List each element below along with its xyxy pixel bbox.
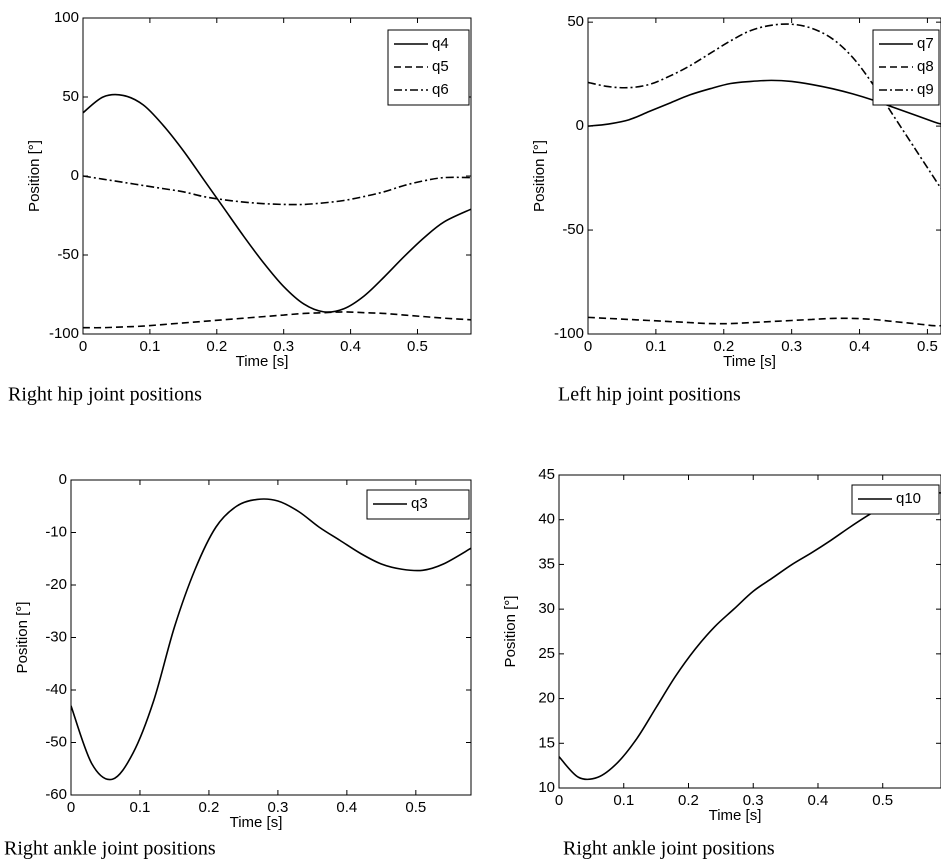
legend-label: q9 (917, 81, 934, 98)
plot-area (558, 474, 941, 789)
x-tick-label: 0.3 (781, 338, 802, 355)
plot-area (70, 479, 472, 796)
series-line (83, 311, 471, 329)
x-tick-label: 0.2 (206, 338, 227, 355)
x-tick-label: 0.4 (849, 338, 870, 355)
series-line (83, 175, 471, 206)
x-tick-label: 0.1 (613, 792, 634, 809)
y-tick-label: -100 (554, 325, 584, 342)
x-tick-label: 0.4 (340, 338, 361, 355)
y-tick-label: 30 (538, 600, 555, 617)
x-tick-label: 0.5 (405, 799, 426, 816)
y-tick-label: -50 (45, 733, 67, 750)
legend-label: q4 (432, 35, 449, 52)
x-tick-label: 0.3 (267, 799, 288, 816)
x-tick-label: 0 (67, 799, 75, 816)
legend-label: q5 (432, 58, 449, 75)
x-tick-label: 0.1 (130, 799, 151, 816)
y-tick-label: 50 (567, 13, 584, 30)
series-line (71, 498, 471, 781)
y-tick-label: -50 (562, 221, 584, 238)
x-tick-label: 0.2 (713, 338, 734, 355)
series-line (588, 316, 941, 327)
x-axis-label: Time [s] (709, 807, 762, 824)
y-tick-label: -40 (45, 681, 67, 698)
y-tick-label: 45 (538, 466, 555, 483)
x-tick-label: 0 (79, 338, 87, 355)
y-tick-label: 40 (538, 511, 555, 528)
legend-label: q10 (896, 490, 921, 507)
y-tick-label: 35 (538, 555, 555, 572)
y-tick-label: -10 (45, 523, 67, 540)
x-tick-label: 0.1 (139, 338, 160, 355)
y-tick-label: 0 (71, 167, 79, 184)
y-tick-label: -20 (45, 576, 67, 593)
y-tick-label: 0 (59, 471, 67, 488)
y-axis-label: Position [°] (531, 140, 548, 212)
legend-label: q3 (411, 495, 428, 512)
x-tick-label: 0.5 (407, 338, 428, 355)
legend-box (387, 29, 470, 106)
y-tick-label: 50 (62, 88, 79, 105)
x-tick-label: 0.3 (273, 338, 294, 355)
x-tick-label: 0.5 (917, 338, 938, 355)
x-tick-label: 0.2 (199, 799, 220, 816)
y-axis-label: Position [°] (26, 140, 43, 212)
series-line (588, 79, 941, 127)
x-axis-label: Time [s] (230, 814, 283, 831)
x-tick-label: 0.2 (678, 792, 699, 809)
legend-label: q7 (917, 35, 934, 52)
series-line (588, 23, 941, 189)
y-tick-label: 0 (576, 117, 584, 134)
caption: Left hip joint positions (558, 384, 741, 406)
y-tick-label: 10 (538, 779, 555, 796)
legend-box (366, 489, 470, 520)
y-tick-label: 25 (538, 645, 555, 662)
x-tick-label: 0.1 (645, 338, 666, 355)
y-tick-label: 20 (538, 690, 555, 707)
caption: Right ankle joint positions (4, 838, 216, 860)
legend-label: q8 (917, 58, 934, 75)
y-tick-label: -30 (45, 628, 67, 645)
caption: Right ankle joint positions (563, 838, 775, 860)
x-tick-label: 0 (584, 338, 592, 355)
x-tick-label: 0.5 (872, 792, 893, 809)
y-axis-label: Position [°] (14, 602, 31, 674)
caption: Right hip joint positions (8, 384, 202, 406)
legend-label: q6 (432, 81, 449, 98)
y-tick-label: 15 (538, 734, 555, 751)
x-tick-label: 0.3 (743, 792, 764, 809)
x-tick-label: 0.4 (808, 792, 829, 809)
series-line (83, 93, 471, 313)
y-tick-label: -60 (45, 786, 67, 803)
x-tick-label: 0.4 (336, 799, 357, 816)
y-tick-label: 100 (54, 9, 79, 26)
y-tick-label: -50 (57, 246, 79, 263)
y-tick-label: -100 (49, 325, 79, 342)
x-axis-label: Time [s] (236, 353, 289, 370)
x-axis-label: Time [s] (723, 353, 776, 370)
y-axis-label: Position [°] (502, 596, 519, 668)
x-tick-label: 0 (555, 792, 563, 809)
